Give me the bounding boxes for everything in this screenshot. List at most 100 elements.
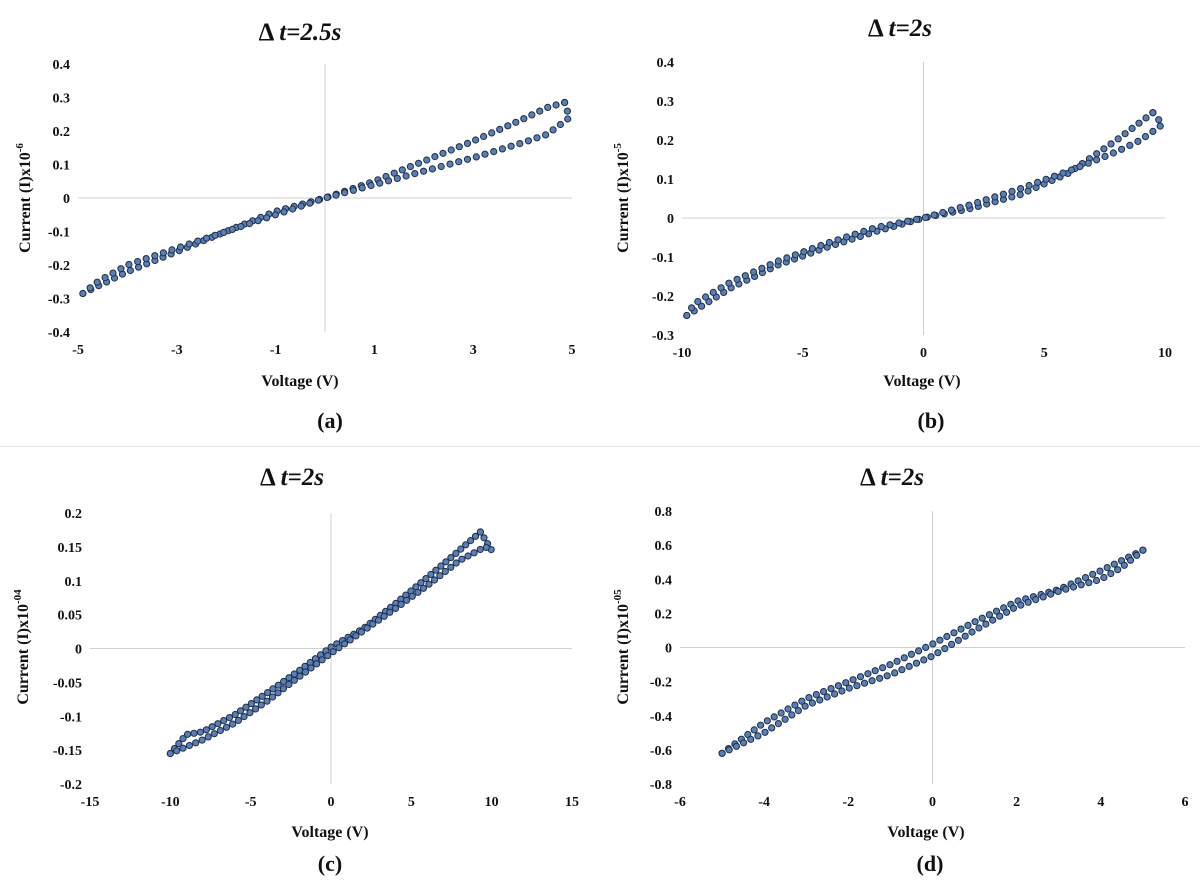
data-point	[341, 189, 349, 197]
data-point	[1110, 560, 1118, 568]
data-point	[947, 206, 956, 214]
chart-title: Δ t=2s	[860, 464, 924, 491]
chart-panel-a: Δ t=2.5s 0.4 0.3 0.2 0.1 0 -0.1 -0.2 -0.3 -0.4 -5 -…	[0, 0, 600, 446]
data-point	[496, 125, 504, 133]
data-point	[498, 145, 506, 153]
data-point	[1069, 583, 1078, 591]
data-point	[234, 716, 242, 724]
data-point	[480, 534, 488, 542]
y-axis-label-base: Current (I)x10	[615, 604, 632, 705]
data-point	[683, 311, 691, 320]
data-point	[1155, 116, 1163, 124]
data-point	[520, 115, 528, 123]
data-point	[849, 676, 857, 684]
y-axis-label-exponent: -5	[612, 143, 624, 153]
data-point	[879, 664, 887, 672]
data-point	[853, 682, 861, 690]
data-point	[341, 640, 349, 648]
data-point	[1107, 140, 1115, 148]
y-tick-label: 0.1	[65, 575, 83, 590]
data-point	[390, 169, 398, 177]
y-tick-label: -0.2	[60, 778, 82, 793]
data-point	[968, 628, 976, 636]
data-point	[246, 709, 254, 717]
y-tick-label: -0.15	[53, 744, 82, 759]
data-point	[280, 208, 288, 216]
data-point	[420, 167, 428, 175]
data-point	[185, 240, 193, 248]
data-point	[231, 710, 239, 719]
y-tick-label: -0.2	[652, 290, 674, 305]
data-point	[791, 251, 799, 259]
data-point	[886, 661, 894, 669]
data-point	[800, 248, 808, 256]
data-point	[524, 137, 533, 145]
data-point	[463, 155, 472, 163]
data-point	[948, 640, 956, 648]
data-point	[774, 720, 782, 728]
data-point	[398, 166, 406, 174]
data-point	[725, 746, 733, 754]
y-tick-label: -0.3	[652, 329, 674, 344]
data-point	[1093, 150, 1101, 158]
y-axis-label: Current (I)x10-05	[612, 589, 632, 705]
title-delta-symbol: Δ	[259, 19, 280, 46]
y-tick-label: -0.4	[650, 710, 672, 725]
data-point	[856, 673, 865, 681]
data-point	[324, 652, 332, 660]
y-tick-label: 0.2	[53, 125, 71, 140]
chart-a: Δ t=2.5s 0.4 0.3 0.2 0.1 0 -0.1 -0.2 -0.3 -0.4-5 -…	[14, 19, 576, 433]
data-point	[480, 132, 488, 141]
y-tick-label: 0.3	[53, 92, 71, 107]
data-point	[504, 122, 512, 130]
data-point	[245, 220, 254, 228]
data-point	[254, 217, 262, 225]
data-point	[79, 289, 87, 298]
data-point	[125, 260, 133, 269]
data-point	[430, 576, 439, 584]
data-point	[268, 693, 277, 701]
title-text: t=2.5s	[279, 19, 341, 46]
data-point	[698, 302, 706, 310]
data-point	[528, 111, 536, 119]
data-point	[709, 288, 717, 296]
data-point	[954, 636, 962, 644]
data-point	[446, 160, 454, 168]
x-tick-label: 0	[920, 346, 927, 361]
x-axis-label: Voltage (V)	[887, 824, 964, 841]
x-axis-label: Voltage (V)	[291, 824, 368, 841]
data-point	[306, 199, 314, 207]
data-point	[741, 272, 749, 280]
y-tick-label: 0.6	[655, 539, 673, 554]
x-tick-label: 10	[1158, 346, 1172, 361]
data-point	[961, 632, 969, 640]
data-point	[301, 668, 310, 676]
y-tick-label: 0.1	[657, 173, 675, 188]
data-point	[86, 284, 94, 292]
data-point	[173, 747, 181, 755]
data-point	[428, 165, 436, 173]
data-point	[380, 612, 388, 620]
data-point	[290, 676, 298, 684]
x-tick-label: -5	[72, 343, 84, 358]
data-point	[441, 567, 449, 576]
data-point	[237, 222, 245, 231]
data-point	[1042, 175, 1050, 183]
data-point	[240, 713, 248, 721]
data-point	[168, 246, 176, 254]
data-point	[208, 723, 216, 731]
y-tick-label: 0.15	[58, 541, 83, 556]
data-point	[447, 554, 455, 562]
data-point	[891, 669, 899, 677]
data-point	[939, 208, 947, 217]
y-tick-label: 0.2	[655, 607, 673, 622]
data-point	[834, 682, 842, 690]
x-tick-label: -5	[245, 795, 257, 810]
data-point	[432, 566, 440, 574]
x-tick-label: -15	[81, 795, 100, 810]
data-point	[934, 649, 942, 657]
data-point	[1081, 574, 1090, 582]
data-point	[794, 707, 802, 715]
data-point	[688, 304, 696, 312]
data-point	[264, 689, 272, 697]
